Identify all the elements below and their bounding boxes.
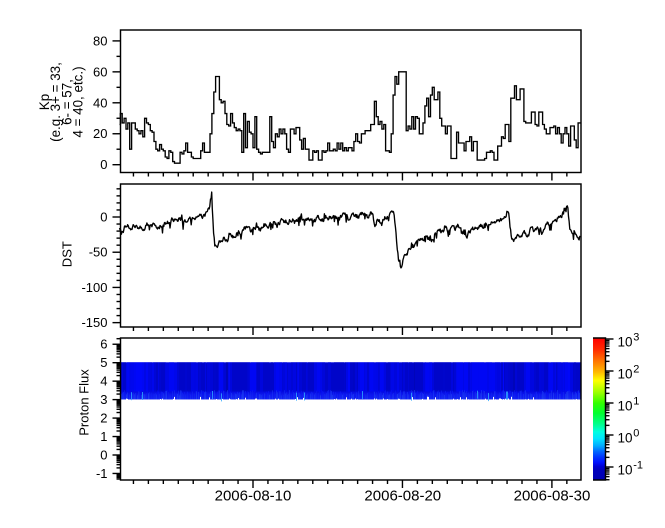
svg-text:80: 80 xyxy=(93,33,107,48)
svg-text:2: 2 xyxy=(100,411,107,426)
svg-text:2006-08-20: 2006-08-20 xyxy=(364,487,441,504)
svg-text:0: 0 xyxy=(100,157,107,172)
svg-text:Kp: Kp xyxy=(37,94,52,110)
svg-text:2: 2 xyxy=(633,364,639,376)
svg-text:1: 1 xyxy=(100,429,107,444)
svg-text:-100: -100 xyxy=(81,280,107,295)
svg-text:Proton Flux: Proton Flux xyxy=(77,369,92,436)
svg-text:10: 10 xyxy=(618,367,633,382)
svg-text:-1: -1 xyxy=(96,466,108,481)
svg-text:DST: DST xyxy=(60,241,75,267)
svg-text:40: 40 xyxy=(93,95,107,110)
svg-text:4 = 40, etc.): 4 = 40, etc.) xyxy=(71,66,86,137)
svg-text:10: 10 xyxy=(618,431,633,446)
svg-text:10: 10 xyxy=(618,399,633,414)
svg-text:-50: -50 xyxy=(89,245,108,260)
svg-text:(e.g. 3+ = 33,: (e.g. 3+ = 33, xyxy=(48,62,63,142)
svg-text:0: 0 xyxy=(100,210,107,225)
svg-text:-150: -150 xyxy=(81,315,107,330)
svg-text:2006-08-30: 2006-08-30 xyxy=(514,487,591,504)
svg-text:1: 1 xyxy=(633,396,639,408)
svg-text:10: 10 xyxy=(618,335,633,350)
svg-text:0: 0 xyxy=(633,428,639,440)
svg-text:3: 3 xyxy=(100,392,107,407)
svg-text:5: 5 xyxy=(100,355,107,370)
svg-text:60: 60 xyxy=(93,64,107,79)
svg-text:6: 6 xyxy=(100,337,107,352)
svg-text:-1: -1 xyxy=(633,460,643,472)
svg-text:3: 3 xyxy=(633,332,639,344)
svg-text:2006-08-10: 2006-08-10 xyxy=(215,487,292,504)
svg-text:0: 0 xyxy=(100,448,107,463)
svg-text:4: 4 xyxy=(100,374,107,389)
svg-text:6- = 57,: 6- = 57, xyxy=(59,79,74,125)
svg-text:10: 10 xyxy=(618,463,633,478)
svg-text:20: 20 xyxy=(93,126,107,141)
